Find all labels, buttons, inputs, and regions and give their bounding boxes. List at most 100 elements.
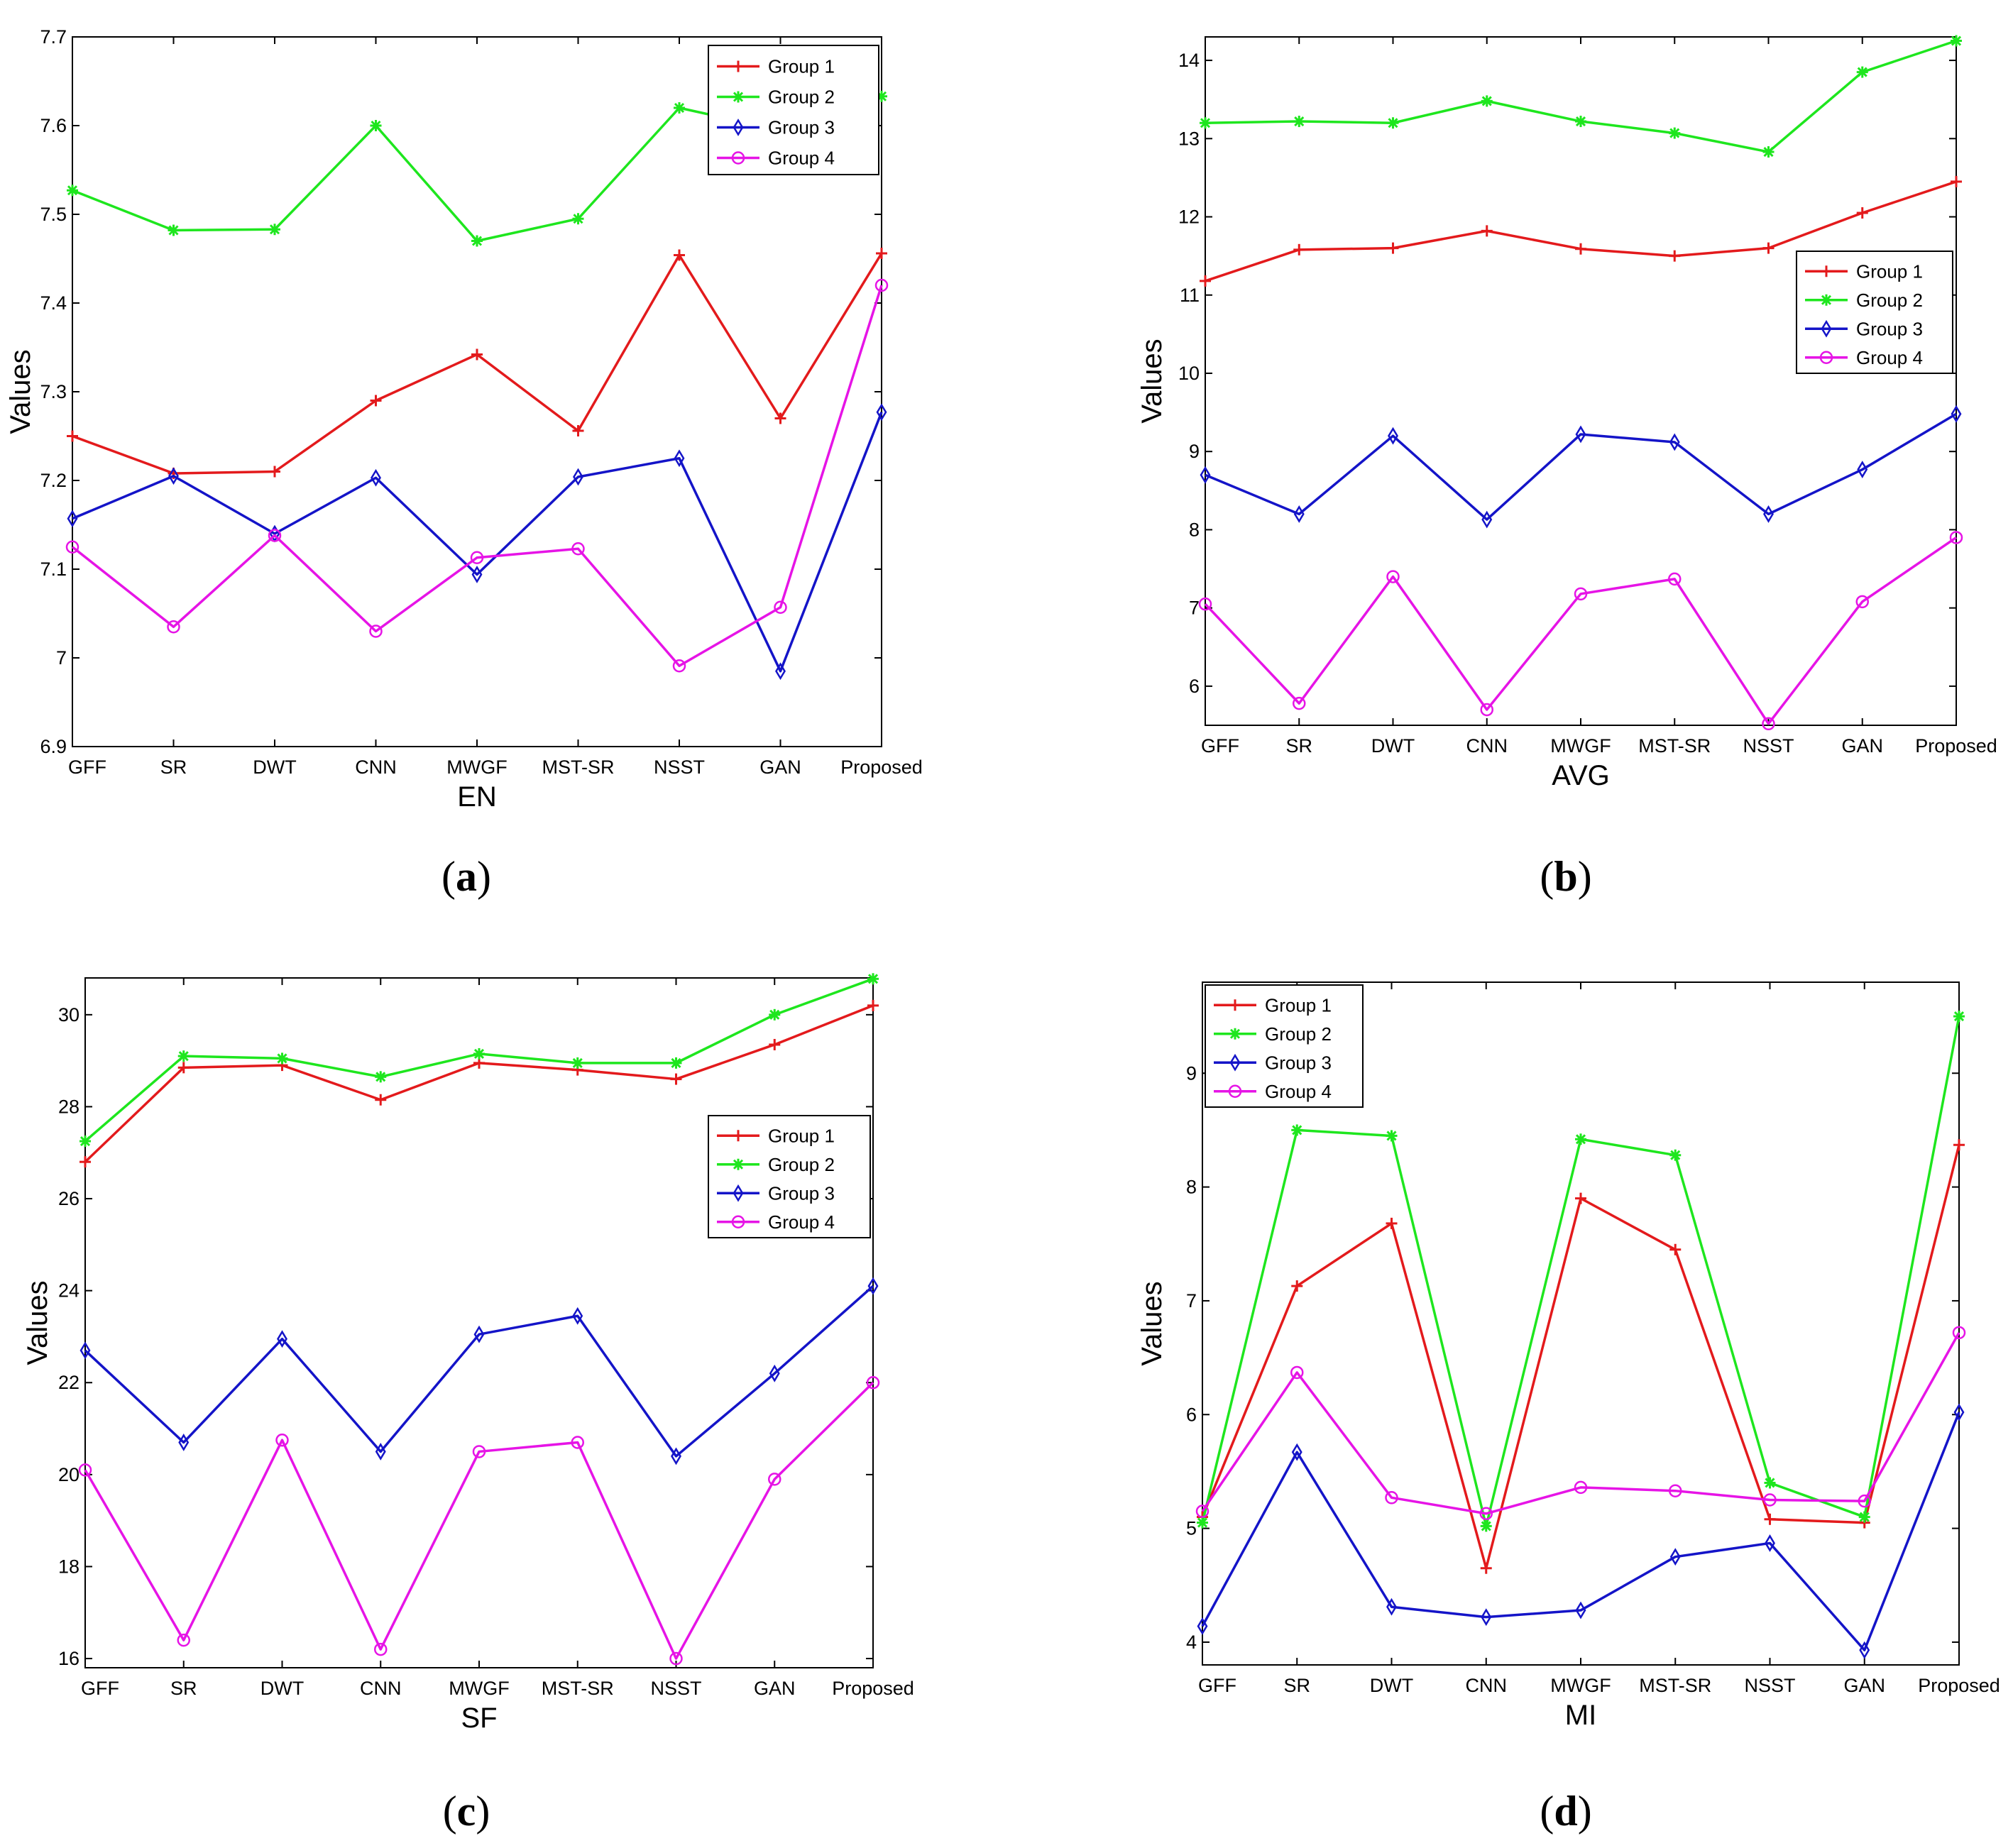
- data-point-group-1: [1762, 242, 1775, 254]
- x-tick-label: CNN: [355, 757, 397, 778]
- panel-b-chart: 6 7 8 9 10 11 12 13 14 GFF SR DWT CNN MWGF MST-SR NSST G…: [1136, 35, 1997, 900]
- y-tick-label: 13: [1178, 128, 1200, 149]
- legend-label-group-4: Group 4: [1856, 347, 1923, 368]
- x-tick-label: GAN: [759, 757, 801, 778]
- x-axis-title: AVG: [1552, 760, 1610, 791]
- data-point-group-3: [1951, 405, 1962, 423]
- x-axis-title: SF: [461, 1703, 497, 1734]
- series-line-group-3: [72, 412, 883, 673]
- y-axis-title: Values: [5, 349, 36, 434]
- data-point-group-4: [571, 1436, 584, 1449]
- panel-a-chart: 6.9 7 7.1 7.2 7.3 7.4 7.5 7.6 7.7 GFF SR DWT CNN MWGF…: [5, 26, 923, 900]
- data-point-group-3: [1293, 505, 1305, 523]
- x-tick-label: GFF: [1201, 735, 1239, 757]
- data-point-group-4: [369, 625, 383, 638]
- data-point-group-2: [1669, 1149, 1682, 1161]
- data-point-group-4: [268, 529, 282, 542]
- x-tick-label: Proposed: [840, 757, 923, 778]
- legend-marker-group-3: [733, 1184, 744, 1202]
- x-tick-label: Proposed: [1918, 1675, 2000, 1696]
- x-tick-label: NSST: [654, 757, 705, 778]
- y-tick-label: 6: [1189, 676, 1200, 697]
- data-point-group-2: [375, 1071, 387, 1083]
- legend-label-group-2: Group 2: [1265, 1023, 1332, 1045]
- series-line-group-4: [84, 1381, 874, 1660]
- data-point-group-4: [78, 1463, 92, 1477]
- x-tick-label: DWT: [253, 757, 296, 778]
- legend-label-group-2: Group 2: [768, 87, 835, 108]
- y-tick-label: 11: [1180, 285, 1200, 306]
- data-point-group-4: [1763, 1493, 1777, 1507]
- y-tick-label: 12: [1178, 207, 1200, 228]
- data-point-group-3: [1291, 1443, 1302, 1461]
- data-point-group-3: [1200, 466, 1211, 484]
- data-point-group-3: [573, 468, 583, 486]
- legend-marker-group-1: [1821, 265, 1832, 277]
- data-point-group-1: [1669, 1243, 1682, 1255]
- data-point-group-4: [177, 1633, 190, 1647]
- data-point-group-4: [1198, 597, 1212, 611]
- data-point-group-1: [867, 999, 879, 1011]
- legend-marker-group-1: [1229, 999, 1241, 1011]
- legend-label-group-2: Group 2: [1856, 290, 1923, 311]
- data-point-group-2: [1481, 95, 1493, 107]
- data-point-group-3: [1669, 1548, 1681, 1566]
- y-axis-title: Values: [22, 1280, 53, 1365]
- y-tick-label: 28: [58, 1096, 79, 1117]
- data-point-group-1: [79, 1156, 91, 1168]
- y-tick-label: 7.1: [40, 559, 67, 580]
- data-point-group-2: [79, 1135, 91, 1148]
- data-point-group-3: [1481, 510, 1493, 529]
- data-point-group-1: [670, 1073, 682, 1085]
- legend-label-group-1: Group 1: [768, 1125, 835, 1146]
- data-point-group-1: [1481, 225, 1493, 237]
- caption-close-paren: ): [1578, 1788, 1592, 1835]
- x-tick-label: DWT: [1371, 735, 1415, 757]
- data-point-group-4: [1952, 1326, 1966, 1340]
- data-point-group-4: [1293, 696, 1306, 710]
- data-point-group-1: [674, 249, 685, 261]
- caption-letter: c: [457, 1788, 476, 1835]
- data-point-group-2: [67, 185, 78, 197]
- data-point-group-4: [65, 540, 79, 554]
- y-tick-label: 7.5: [40, 204, 67, 225]
- data-point-group-4: [374, 1642, 388, 1656]
- data-point-group-4: [1574, 587, 1588, 601]
- series-line-group-4: [1204, 537, 1957, 725]
- data-point-group-2: [1764, 1477, 1776, 1489]
- y-tick-label: 7: [1186, 1290, 1197, 1311]
- data-point-group-1: [1480, 1562, 1492, 1574]
- legend-label-group-1: Group 1: [768, 56, 835, 77]
- data-point-group-1: [1764, 1513, 1776, 1525]
- x-tick-label: CNN: [1466, 735, 1508, 757]
- data-point-group-4: [1480, 703, 1493, 717]
- data-point-group-2: [1575, 116, 1586, 128]
- data-point-group-1: [471, 348, 483, 361]
- data-point-group-4: [472, 1445, 486, 1458]
- y-tick-label: 16: [58, 1648, 79, 1669]
- y-tick-label: 7.7: [40, 26, 67, 48]
- x-tick-label: MWGF: [1550, 1675, 1611, 1696]
- legend-label-group-3: Group 3: [1856, 318, 1923, 339]
- plot-area: [1205, 36, 1957, 726]
- legend-label-group-4: Group 4: [768, 1211, 835, 1233]
- series-line-group-3: [1201, 1412, 1960, 1651]
- legend-label-group-1: Group 1: [1856, 260, 1923, 282]
- y-tick-label: 26: [58, 1188, 79, 1209]
- data-point-group-3: [572, 1307, 583, 1325]
- data-point-group-1: [876, 248, 887, 259]
- data-point-group-2: [1575, 1133, 1586, 1145]
- y-tick-label: 14: [1178, 50, 1200, 71]
- x-tick-label: GFF: [68, 757, 106, 778]
- legend-marker-group-4: [1228, 1084, 1242, 1098]
- y-tick-label: 7: [56, 647, 67, 669]
- y-tick-label: 9: [1186, 1062, 1197, 1084]
- data-point-group-3: [371, 468, 381, 487]
- data-point-group-3: [1575, 1601, 1586, 1619]
- data-point-group-1: [1291, 1280, 1303, 1292]
- x-tick-label: NSST: [1743, 735, 1794, 757]
- y-tick-label: 7.4: [40, 292, 67, 314]
- data-point-group-4: [1574, 1480, 1588, 1495]
- caption-close-paren: ): [476, 1788, 490, 1835]
